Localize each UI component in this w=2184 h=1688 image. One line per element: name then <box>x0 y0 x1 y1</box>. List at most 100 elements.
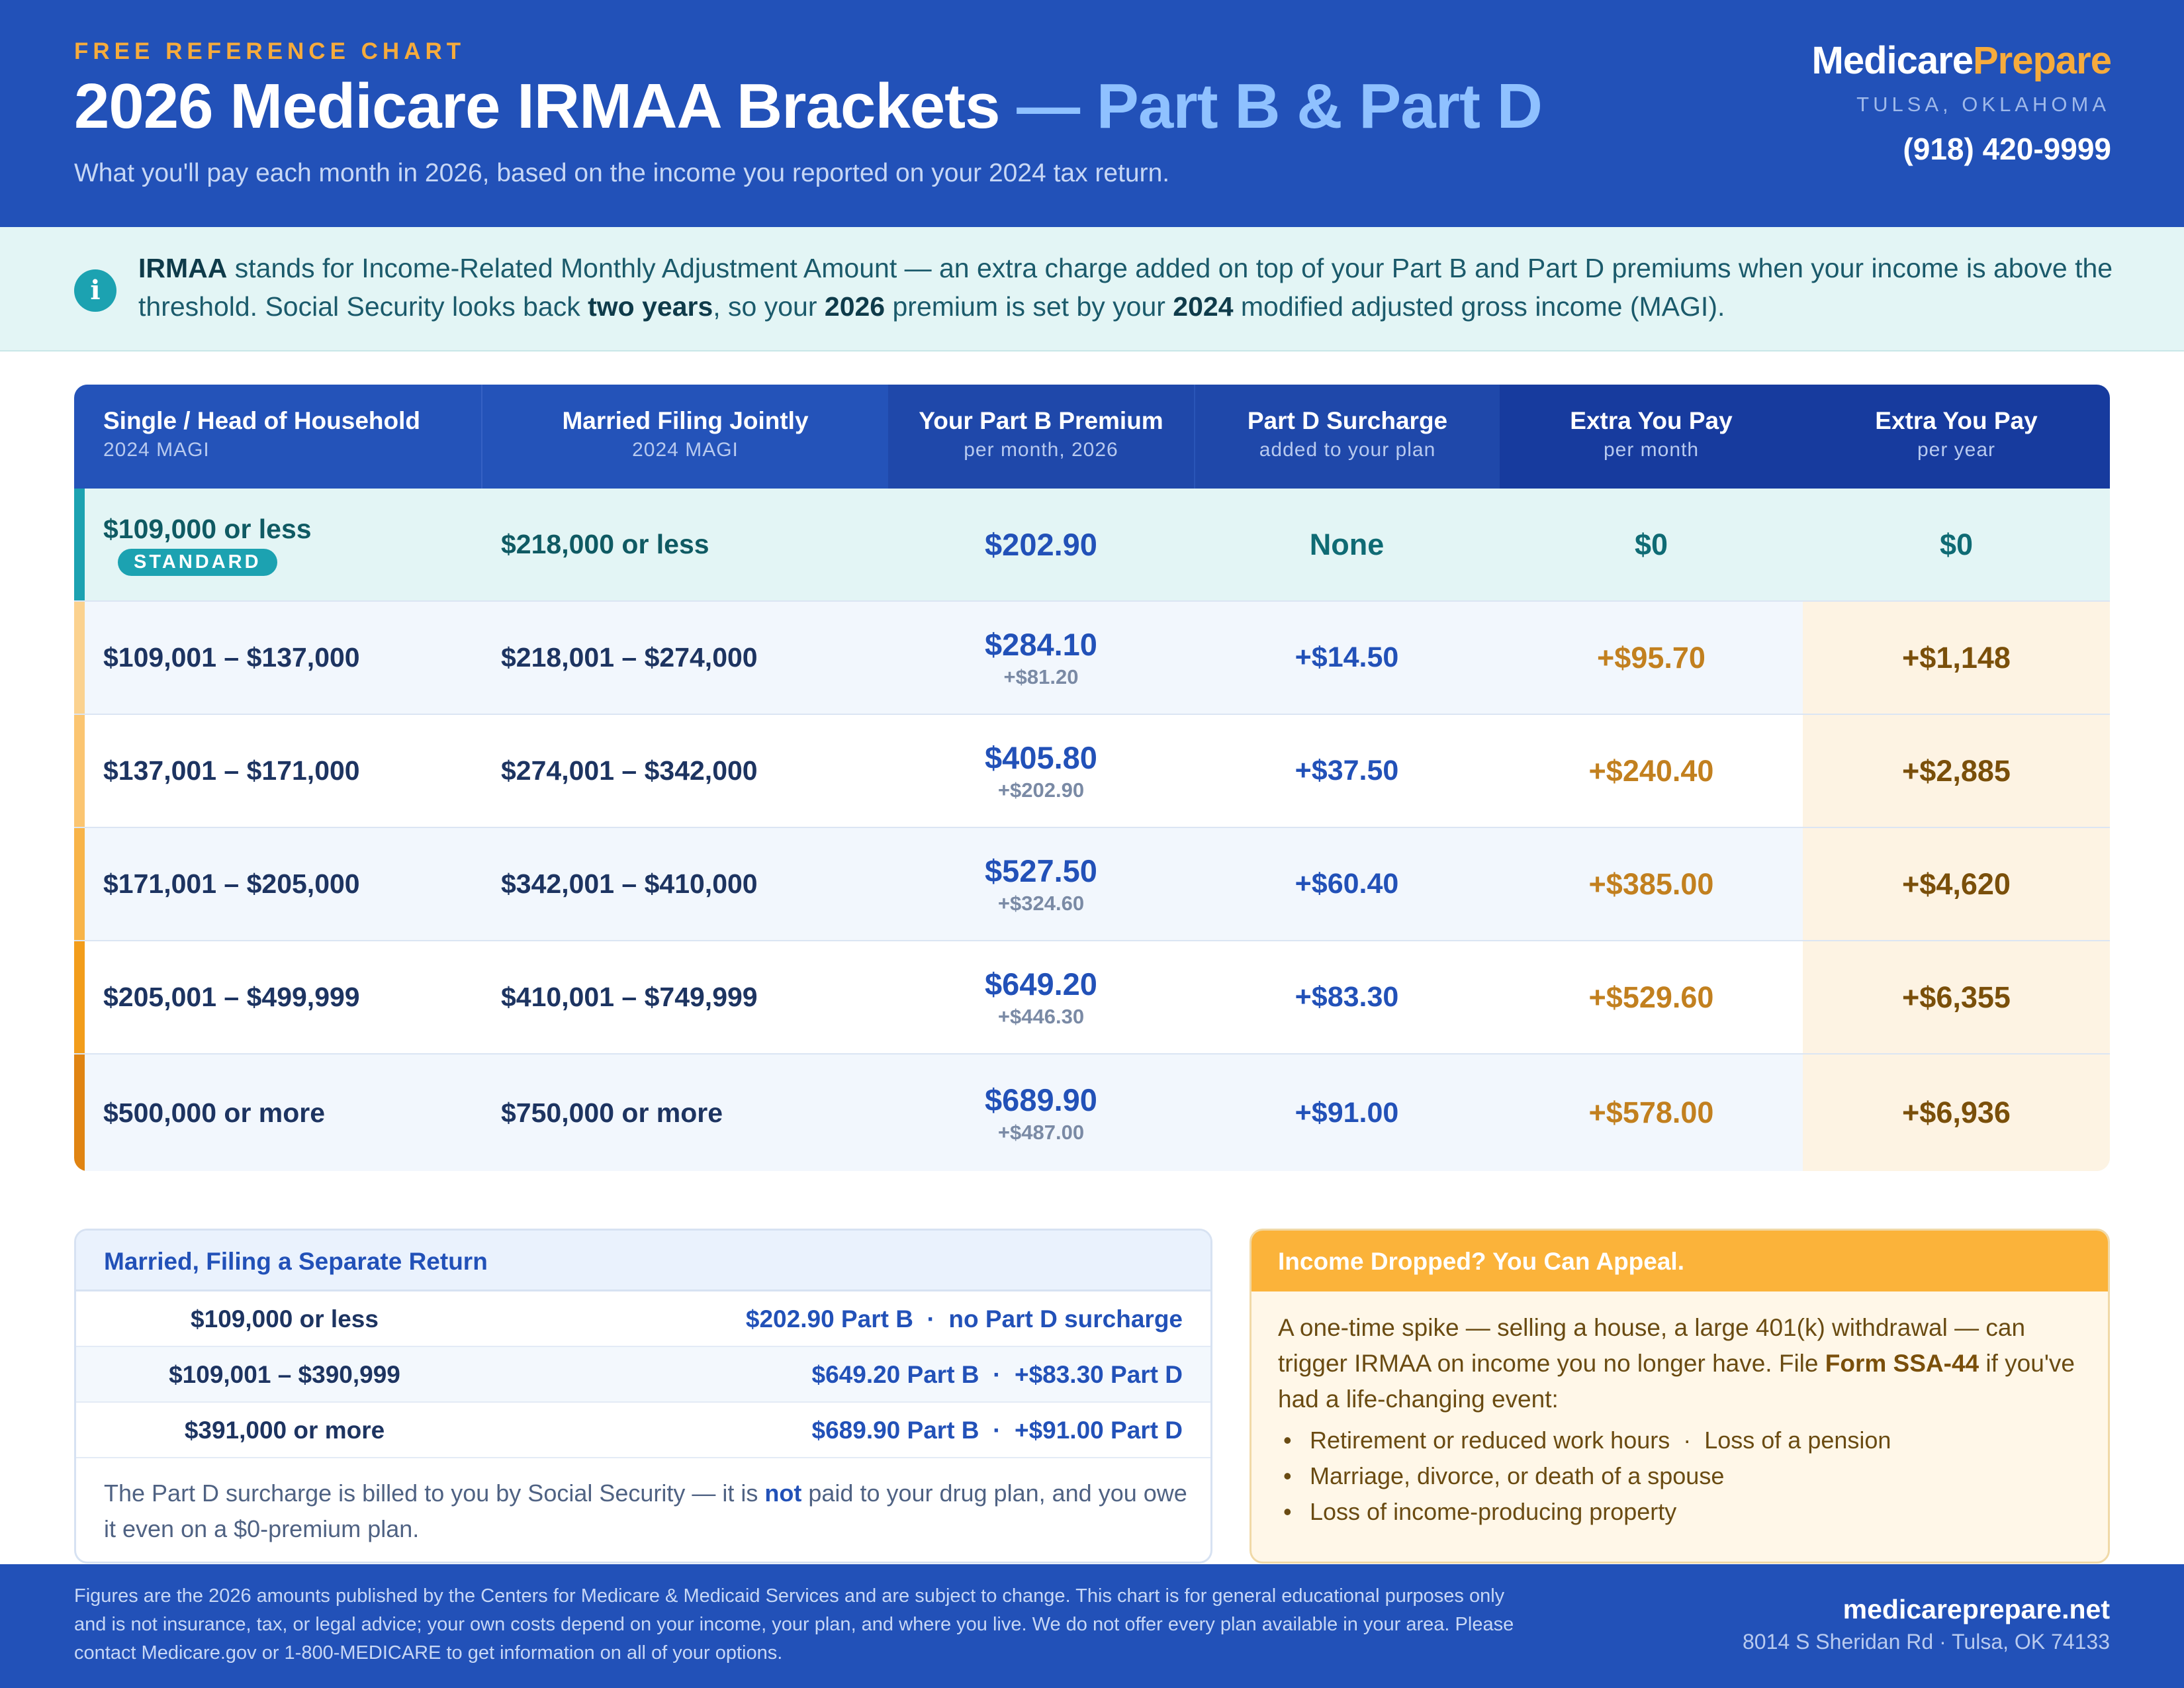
tier-stripe <box>74 602 85 714</box>
table-header: Single / Head of Household 2024 MAGI Mar… <box>74 385 2110 489</box>
col-year-header: Extra You Pay per year <box>1803 385 2110 489</box>
partb-premium: $405.80 <box>985 740 1097 775</box>
mfs-row: $109,001 – $390,999 $649.20 Part B · +$8… <box>76 1347 1210 1403</box>
partd-surcharge: +$91.00 <box>1295 1096 1399 1129</box>
info-icon: i <box>74 269 116 312</box>
mfs-income: $109,001 – $390,999 <box>169 1361 400 1388</box>
col-joint-header: Married Filing Jointly 2024 MAGI <box>481 385 888 489</box>
extra-per-year: +$6,355 <box>1902 980 2011 1014</box>
appeal-card: Income Dropped? You Can Appeal. A one-ti… <box>1250 1229 2110 1564</box>
partb-premium: $527.50 <box>985 853 1097 888</box>
appeal-body: A one-time spike — selling a house, a la… <box>1278 1314 2075 1413</box>
page-subtitle: What you'll pay each month in 2026, base… <box>74 159 1170 187</box>
mfs-cost: $689.90 Part B · +$91.00 Part D <box>811 1417 1183 1444</box>
mfs-cost: $202.90 Part B · no Part D surcharge <box>745 1305 1183 1333</box>
header-banner <box>0 0 2184 227</box>
extra-per-month: +$385.00 <box>1588 867 1714 901</box>
disclaimer-text: Figures are the 2026 amounts published b… <box>74 1585 1514 1664</box>
partb-increase: +$202.90 <box>997 778 1085 802</box>
col-single-header: Single / Head of Household 2024 MAGI <box>74 385 481 489</box>
irmaa-table: Single / Head of Household 2024 MAGI Mar… <box>74 385 2110 1171</box>
list-item: Retirement or reduced work hours · Loss … <box>1278 1423 2085 1458</box>
website-link[interactable]: medicareprepare.net <box>1843 1594 2110 1624</box>
extra-per-month: +$529.60 <box>1588 980 1714 1014</box>
mfs-note: The Part D surcharge is billed to you by… <box>104 1479 1187 1542</box>
tier-stripe <box>74 828 85 940</box>
single-income: $109,001 – $137,000 <box>103 642 360 673</box>
phone-number[interactable]: (918) 420-9999 <box>1903 132 2111 166</box>
joint-income: $750,000 or more <box>501 1097 723 1128</box>
partb-premium: $284.10 <box>985 627 1097 662</box>
col-partb-header: Your Part B Premium per month, 2026 <box>888 385 1194 489</box>
partd-surcharge: +$14.50 <box>1295 641 1399 673</box>
joint-income: $218,001 – $274,000 <box>501 642 758 673</box>
info-banner <box>0 227 2184 352</box>
single-income: $137,001 – $171,000 <box>103 755 360 786</box>
extra-per-year: +$1,148 <box>1902 640 2011 675</box>
single-income: $171,001 – $205,000 <box>103 868 360 899</box>
footer-bar <box>0 1564 2184 1688</box>
appeal-title: Income Dropped? You Can Appeal. <box>1278 1248 1684 1275</box>
partb-increase: +$487.00 <box>997 1120 1085 1144</box>
joint-income: $274,001 – $342,000 <box>501 755 758 786</box>
partb-increase: +$81.20 <box>1003 665 1079 688</box>
partd-surcharge: +$37.50 <box>1295 755 1399 786</box>
joint-income: $410,001 – $749,999 <box>501 982 758 1012</box>
partb-increase: +$446.30 <box>997 1005 1085 1028</box>
appeal-header: Income Dropped? You Can Appeal. <box>1251 1231 2108 1291</box>
extra-per-month: $0 <box>1634 527 1668 561</box>
partb-premium: $202.90 <box>985 527 1097 562</box>
mfs-cost: $649.20 Part B · +$83.30 Part D <box>811 1361 1183 1388</box>
tier-stripe <box>74 1055 85 1171</box>
joint-income: $218,000 or less <box>501 529 709 559</box>
appeal-list: Retirement or reduced work hours · Loss … <box>1278 1423 2085 1530</box>
partd-surcharge: +$83.30 <box>1295 981 1399 1013</box>
table-row: $500,000 or more $750,000 or more $689.9… <box>74 1055 2110 1171</box>
partd-surcharge: +$60.40 <box>1295 868 1399 900</box>
table-row: $205,001 – $499,999 $410,001 – $749,999 … <box>74 941 2110 1055</box>
eyebrow-label: FREE REFERENCE CHART <box>74 38 466 64</box>
partb-premium: $689.90 <box>985 1082 1097 1117</box>
mfs-income: $109,000 or less <box>191 1305 379 1333</box>
col-month-header: Extra You Pay per month <box>1500 385 1803 489</box>
joint-income: $342,001 – $410,000 <box>501 868 758 899</box>
table-row: $171,001 – $205,000 $342,001 – $410,000 … <box>74 828 2110 941</box>
partb-premium: $649.20 <box>985 966 1097 1002</box>
tier-stripe <box>74 489 85 600</box>
partd-surcharge: None <box>1309 527 1385 561</box>
tier-stripe <box>74 941 85 1053</box>
street-address: 8014 S Sheridan Rd · Tulsa, OK 74133 <box>1742 1630 2110 1654</box>
extra-per-year: +$4,620 <box>1902 867 2011 901</box>
extra-per-year: $0 <box>1939 527 1974 561</box>
single-income: $109,000 or less <box>103 513 312 544</box>
extra-per-month: +$95.70 <box>1597 640 1706 675</box>
col-partd-header: Part D Surcharge added to your plan <box>1194 385 1500 489</box>
brand-part1: Medicare <box>1811 39 1974 82</box>
title-accent: — Part B & Part D <box>1017 71 1543 142</box>
list-item: Marriage, divorce, or death of a spouse <box>1278 1458 2085 1494</box>
mfs-row: $391,000 or more $689.90 Part B · +$91.0… <box>76 1403 1210 1458</box>
single-income: $500,000 or more <box>103 1097 326 1128</box>
extra-per-month: +$578.00 <box>1588 1096 1714 1129</box>
single-income: $205,001 – $499,999 <box>103 982 360 1012</box>
standard-badge: STANDARD <box>118 548 277 576</box>
extra-per-year: +$6,936 <box>1902 1096 2011 1129</box>
title-main: 2026 Medicare IRMAA Brackets <box>74 71 1000 142</box>
mfs-income: $391,000 or more <box>184 1417 385 1444</box>
brand-logo: MedicarePrepare <box>1811 38 2113 83</box>
mfs-title: Married, Filing a Separate Return <box>104 1248 488 1275</box>
extra-per-month: +$240.40 <box>1588 753 1714 788</box>
table-row: $137,001 – $171,000 $274,001 – $342,000 … <box>74 715 2110 828</box>
table-row: $109,001 – $137,000 $218,001 – $274,000 … <box>74 602 2110 715</box>
brand-part2: Prepare <box>1972 39 2112 82</box>
mfs-card: Married, Filing a Separate Return $109,0… <box>74 1229 1212 1564</box>
info-text: IRMAA stands for Income-Related Monthly … <box>138 253 2113 322</box>
page-title: 2026 Medicare IRMAA Brackets — Part B & … <box>74 70 1543 143</box>
brand-location: TULSA, OKLAHOMA <box>1856 93 2110 116</box>
list-item: Loss of income-producing property <box>1278 1494 2085 1530</box>
extra-per-year: +$2,885 <box>1902 753 2011 788</box>
tier-stripe <box>74 715 85 827</box>
mfs-header: Married, Filing a Separate Return <box>76 1231 1210 1291</box>
table-row: $109,000 or less STANDARD $218,000 or le… <box>74 489 2110 602</box>
mfs-row: $109,000 or less $202.90 Part B · no Par… <box>76 1291 1210 1347</box>
